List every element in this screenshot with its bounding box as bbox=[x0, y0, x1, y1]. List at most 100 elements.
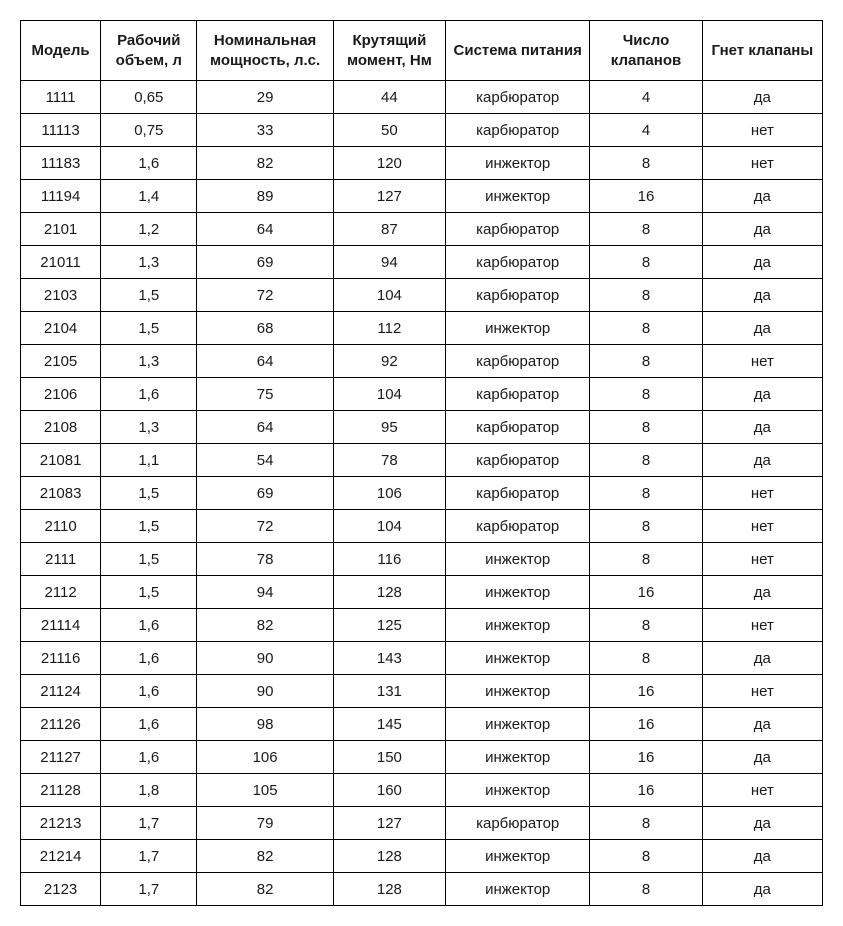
cell-fuel: карбюратор bbox=[446, 477, 590, 510]
cell-fuel: карбюратор bbox=[446, 345, 590, 378]
cell-bend: да bbox=[702, 873, 822, 906]
cell-fuel: инжектор bbox=[446, 312, 590, 345]
cell-model: 21126 bbox=[21, 708, 101, 741]
cell-model: 2123 bbox=[21, 873, 101, 906]
cell-fuel: инжектор bbox=[446, 708, 590, 741]
cell-model: 2111 bbox=[21, 543, 101, 576]
table-row: 111941,489127инжектор16да bbox=[21, 180, 823, 213]
cell-fuel: инжектор bbox=[446, 642, 590, 675]
cell-valves: 8 bbox=[590, 411, 702, 444]
cell-fuel: инжектор bbox=[446, 609, 590, 642]
cell-power: 54 bbox=[197, 444, 333, 477]
table-row: 21011,26487карбюратор8да bbox=[21, 213, 823, 246]
cell-volume: 1,7 bbox=[101, 873, 197, 906]
table-row: 21081,36495карбюратор8да bbox=[21, 411, 823, 444]
cell-torque: 143 bbox=[333, 642, 445, 675]
cell-valves: 8 bbox=[590, 477, 702, 510]
cell-volume: 1,5 bbox=[101, 312, 197, 345]
cell-power: 82 bbox=[197, 873, 333, 906]
col-header-valves: Число клапанов bbox=[590, 21, 702, 81]
cell-torque: 94 bbox=[333, 246, 445, 279]
cell-volume: 1,8 bbox=[101, 774, 197, 807]
cell-torque: 128 bbox=[333, 873, 445, 906]
cell-power: 69 bbox=[197, 477, 333, 510]
cell-valves: 8 bbox=[590, 873, 702, 906]
cell-fuel: инжектор bbox=[446, 147, 590, 180]
cell-torque: 127 bbox=[333, 180, 445, 213]
table-row: 210811,15478карбюратор8да bbox=[21, 444, 823, 477]
cell-power: 33 bbox=[197, 114, 333, 147]
cell-volume: 1,1 bbox=[101, 444, 197, 477]
cell-fuel: карбюратор bbox=[446, 444, 590, 477]
cell-power: 82 bbox=[197, 609, 333, 642]
cell-valves: 16 bbox=[590, 741, 702, 774]
cell-bend: нет bbox=[702, 609, 822, 642]
cell-bend: да bbox=[702, 378, 822, 411]
cell-torque: 106 bbox=[333, 477, 445, 510]
table-row: 210111,36994карбюратор8да bbox=[21, 246, 823, 279]
cell-bend: нет bbox=[702, 543, 822, 576]
cell-valves: 16 bbox=[590, 774, 702, 807]
cell-volume: 1,5 bbox=[101, 477, 197, 510]
table-row: 212131,779127карбюратор8да bbox=[21, 807, 823, 840]
cell-volume: 1,6 bbox=[101, 609, 197, 642]
cell-power: 69 bbox=[197, 246, 333, 279]
cell-fuel: карбюратор bbox=[446, 279, 590, 312]
cell-power: 78 bbox=[197, 543, 333, 576]
cell-power: 106 bbox=[197, 741, 333, 774]
cell-power: 82 bbox=[197, 840, 333, 873]
table-row: 21061,675104карбюратор8да bbox=[21, 378, 823, 411]
cell-valves: 8 bbox=[590, 510, 702, 543]
cell-power: 89 bbox=[197, 180, 333, 213]
cell-power: 64 bbox=[197, 345, 333, 378]
cell-model: 11113 bbox=[21, 114, 101, 147]
cell-bend: да bbox=[702, 213, 822, 246]
cell-volume: 1,2 bbox=[101, 213, 197, 246]
table-row: 21231,782128инжектор8да bbox=[21, 873, 823, 906]
cell-bend: нет bbox=[702, 675, 822, 708]
cell-valves: 8 bbox=[590, 246, 702, 279]
table-row: 211261,698145инжектор16да bbox=[21, 708, 823, 741]
cell-torque: 150 bbox=[333, 741, 445, 774]
cell-power: 90 bbox=[197, 675, 333, 708]
cell-volume: 1,3 bbox=[101, 411, 197, 444]
col-header-model: Модель bbox=[21, 21, 101, 81]
cell-valves: 4 bbox=[590, 114, 702, 147]
cell-fuel: карбюратор bbox=[446, 81, 590, 114]
cell-volume: 1,5 bbox=[101, 543, 197, 576]
table-row: 111831,682120инжектор8нет bbox=[21, 147, 823, 180]
col-header-torque: Крутящий момент, Нм bbox=[333, 21, 445, 81]
cell-model: 21083 bbox=[21, 477, 101, 510]
cell-bend: нет bbox=[702, 345, 822, 378]
cell-power: 79 bbox=[197, 807, 333, 840]
cell-bend: да bbox=[702, 444, 822, 477]
cell-fuel: карбюратор bbox=[446, 378, 590, 411]
cell-power: 64 bbox=[197, 213, 333, 246]
cell-model: 2103 bbox=[21, 279, 101, 312]
cell-power: 75 bbox=[197, 378, 333, 411]
cell-volume: 1,4 bbox=[101, 180, 197, 213]
cell-model: 11183 bbox=[21, 147, 101, 180]
cell-valves: 8 bbox=[590, 807, 702, 840]
table-row: 21041,568112инжектор8да bbox=[21, 312, 823, 345]
cell-model: 21011 bbox=[21, 246, 101, 279]
table-row: 111130,753350карбюратор4нет bbox=[21, 114, 823, 147]
cell-model: 1111 bbox=[21, 81, 101, 114]
cell-torque: 128 bbox=[333, 840, 445, 873]
cell-fuel: карбюратор bbox=[446, 213, 590, 246]
cell-volume: 1,5 bbox=[101, 576, 197, 609]
cell-torque: 127 bbox=[333, 807, 445, 840]
cell-fuel: инжектор bbox=[446, 543, 590, 576]
cell-valves: 8 bbox=[590, 279, 702, 312]
cell-fuel: инжектор bbox=[446, 873, 590, 906]
cell-torque: 92 bbox=[333, 345, 445, 378]
cell-bend: нет bbox=[702, 510, 822, 543]
engine-spec-table: Модель Рабочий объем, л Номинальная мощн… bbox=[20, 20, 823, 906]
cell-bend: да bbox=[702, 81, 822, 114]
cell-power: 94 bbox=[197, 576, 333, 609]
cell-valves: 4 bbox=[590, 81, 702, 114]
cell-model: 21214 bbox=[21, 840, 101, 873]
cell-fuel: карбюратор bbox=[446, 114, 590, 147]
cell-model: 2112 bbox=[21, 576, 101, 609]
cell-bend: нет bbox=[702, 477, 822, 510]
